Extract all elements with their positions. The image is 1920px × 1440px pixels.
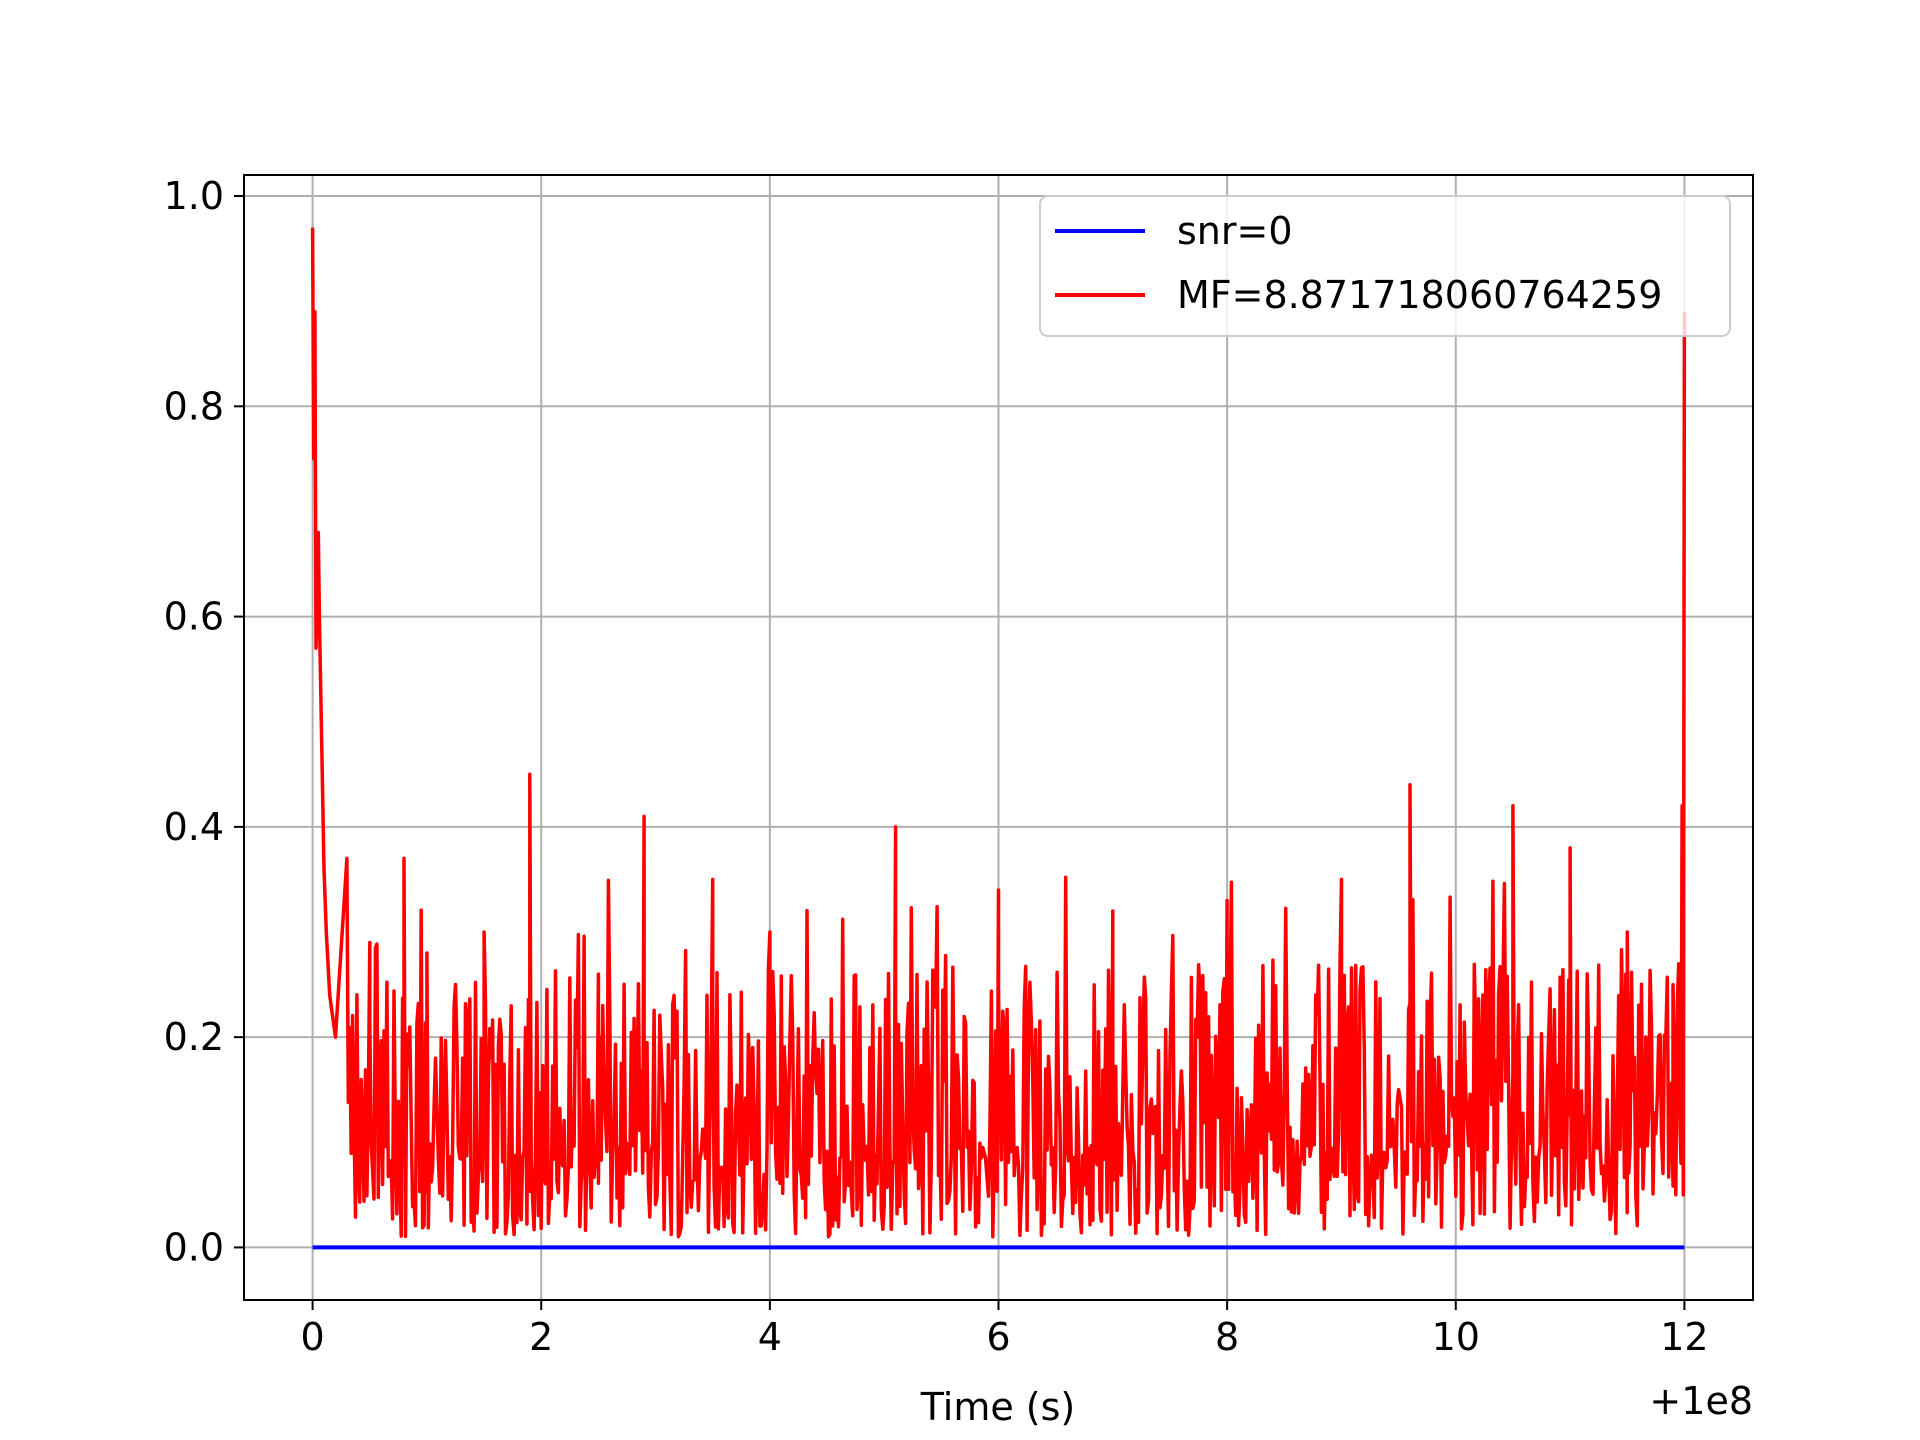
legend: snr=0 MF=8.871718060764259 xyxy=(1039,195,1731,337)
x-tick-label: 2 xyxy=(529,1315,553,1359)
x-tick-label: 0 xyxy=(300,1315,324,1359)
ticks: 0 2 4 6 8 10 12 0.0 0.2 0.4 0.6 0.8 1.0 xyxy=(164,174,1709,1359)
y-tick-label: 1.0 xyxy=(164,174,224,218)
series-line-mf xyxy=(310,227,1687,1239)
x-offset-label: +1e8 xyxy=(1649,1379,1753,1423)
y-tick-label: 0.2 xyxy=(164,1015,224,1059)
x-tick-label: 4 xyxy=(758,1315,782,1359)
y-tick-label: 0.6 xyxy=(164,595,224,639)
series-group xyxy=(310,227,1687,1250)
y-tick-label: 0.4 xyxy=(164,805,224,849)
x-tick-label: 6 xyxy=(986,1315,1010,1359)
y-tick-label: 0.8 xyxy=(164,384,224,428)
y-tick-label: 0.0 xyxy=(164,1225,224,1269)
x-tick-label: 12 xyxy=(1660,1315,1708,1359)
x-tick-label: 10 xyxy=(1432,1315,1480,1359)
legend-box xyxy=(1039,195,1731,337)
legend-label-snr: snr=0 xyxy=(1177,209,1293,253)
x-tick-label: 8 xyxy=(1215,1315,1239,1359)
x-axis-label: Time (s) xyxy=(920,1385,1076,1429)
legend-label-mf: MF=8.871718060764259 xyxy=(1177,273,1662,317)
